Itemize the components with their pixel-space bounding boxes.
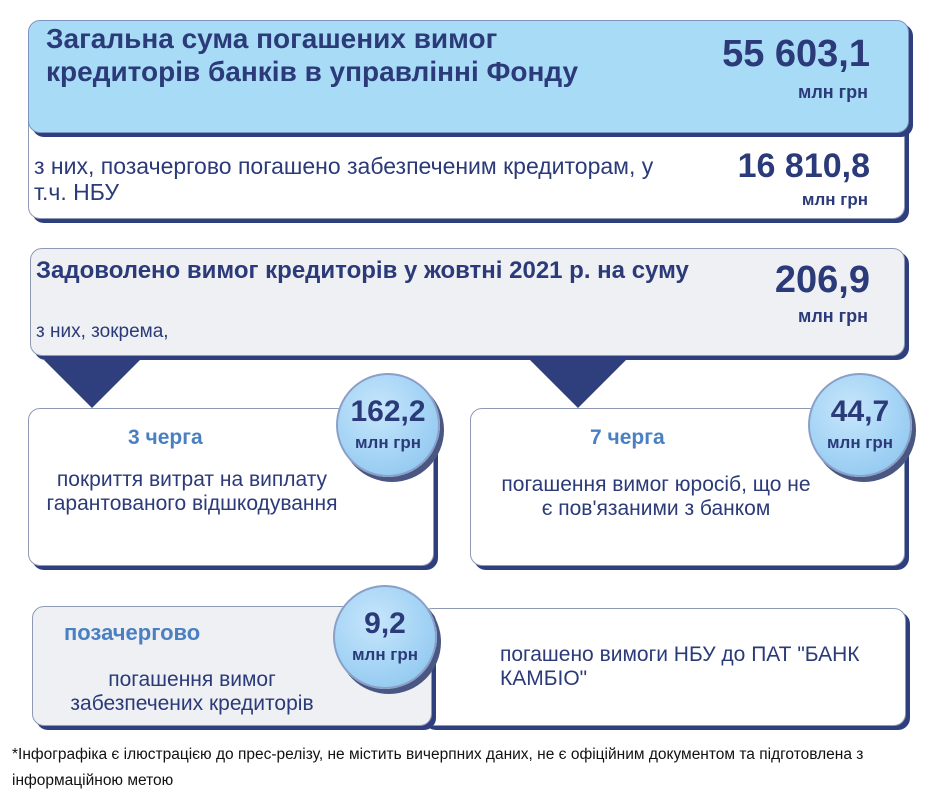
queue3-heading: 3 черга [128, 426, 203, 449]
queue7-heading: 7 черга [590, 426, 665, 449]
october-subtitle: з них, зокрема, [36, 321, 169, 342]
pointer-arrow-right [530, 360, 626, 408]
extraordinary-value: 9,2 [364, 607, 406, 640]
queue7-text: погашення вимог юросіб, що не є пов'язан… [501, 473, 811, 520]
extraordinary-amount-badge: 9,2 млн грн [333, 585, 437, 689]
october-value: 206,9 [774, 259, 870, 301]
queue3-value: 162,2 [350, 395, 426, 428]
total-title: Загальна сума погашених вимог кредиторів… [46, 23, 579, 87]
priority-total-unit: млн грн [801, 190, 868, 209]
total-unit: млн грн [798, 82, 868, 102]
queue3-text: покриття витрат на виплату гарантованого… [46, 468, 338, 515]
pointer-arrow-left [44, 360, 140, 408]
october-title: Задоволено вимог кредиторів у жовтні 202… [36, 257, 689, 284]
queue7-amount-badge: 44,7 млн грн [808, 373, 912, 477]
priority-total-text: з них, позачергово погашено забезпеченим… [34, 153, 654, 205]
priority-total-value: 16 810,8 [737, 147, 870, 185]
queue3-unit: млн грн [354, 433, 422, 452]
extraordinary-text: погашення вимог забезпечених кредиторів [70, 668, 314, 715]
october-card [30, 248, 905, 356]
total-card [28, 20, 909, 133]
queue7-value: 44,7 [830, 395, 890, 428]
extraordinary-detail-card [420, 608, 906, 726]
queue7-unit: млн грн [826, 433, 894, 452]
extraordinary-unit: млн грн [351, 645, 419, 664]
extraordinary-heading: позачергово [64, 620, 201, 645]
total-value: 55 603,1 [722, 33, 870, 75]
queue3-amount-badge: 162,2 млн грн [336, 373, 440, 477]
october-unit: млн грн [798, 306, 868, 326]
extraordinary-detail: погашено вимоги НБУ до ПАТ "БАНК КАМБІО" [500, 643, 860, 690]
footnote: *Інфографіка є ілюстрацією до прес-реліз… [12, 746, 864, 789]
